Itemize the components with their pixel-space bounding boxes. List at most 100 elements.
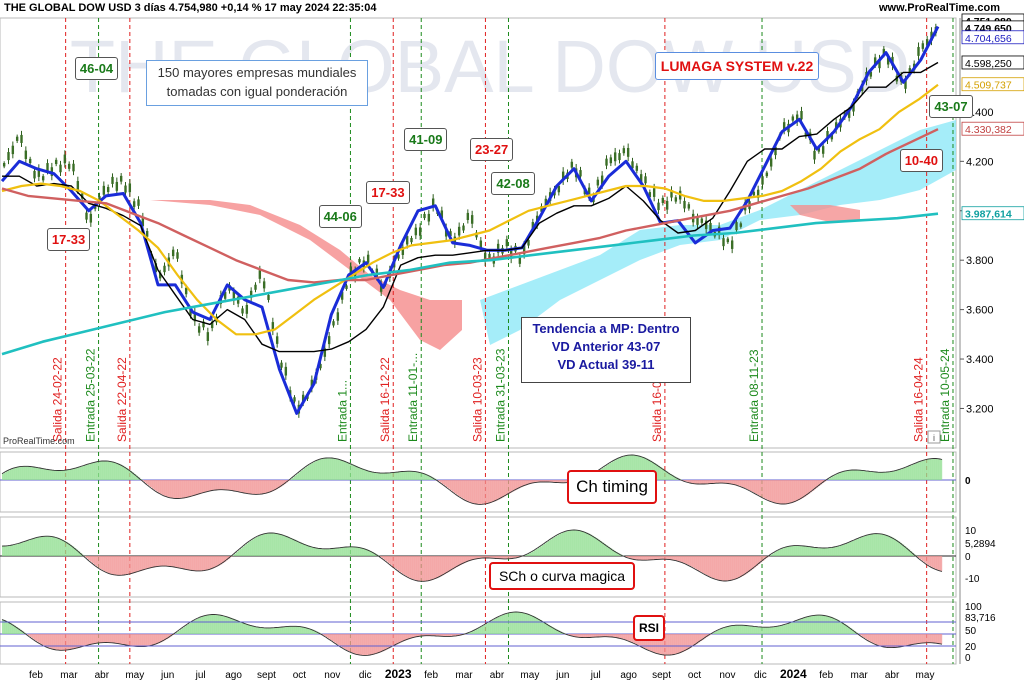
- indicator-fill-2: [386, 634, 389, 650]
- indicator-fill-1: [844, 544, 847, 556]
- indicator-fill-2: [308, 628, 311, 634]
- indicator-fill-1: [628, 556, 631, 558]
- indicator-fill-2: [30, 634, 33, 638]
- indicator-fill-2: [554, 628, 557, 634]
- indicator-fill-0: [724, 480, 727, 484]
- branding: ProRealTime.com: [3, 436, 75, 446]
- indicator-fill-2: [260, 627, 263, 634]
- candle-body: [111, 176, 114, 184]
- candle-body: [804, 132, 808, 137]
- indicator-fill-1: [842, 544, 845, 556]
- indicator-fill-0: [148, 480, 151, 486]
- indicator-fill-0: [936, 458, 939, 480]
- candle-body: [813, 150, 816, 160]
- candle-body: [670, 190, 673, 198]
- indicator-fill-1: [108, 556, 111, 574]
- indicator-fill-0: [454, 480, 457, 494]
- indicator-fill-1: [812, 547, 815, 556]
- indicator-fill-0: [214, 480, 217, 491]
- indicator-fill-2: [684, 634, 687, 651]
- indicator-fill-1: [898, 541, 901, 556]
- indicator-fill-0: [56, 470, 59, 480]
- indicator-fill-1: [262, 534, 265, 556]
- indicator-fill-2: [732, 625, 735, 634]
- price-tick-2: 3.600: [966, 305, 994, 317]
- indicator-fill-1: [728, 556, 731, 581]
- indicator-fill-2: [104, 634, 107, 643]
- indicator-fill-0: [120, 464, 123, 480]
- indicator-fill-2: [372, 634, 375, 655]
- indicator-fill-0: [166, 480, 169, 497]
- indicator-fill-2: [344, 634, 347, 650]
- indicator-fill-0: [740, 480, 743, 487]
- indicator-fill-1: [438, 556, 441, 578]
- indicator-fill-2: [540, 620, 543, 634]
- candle-body: [635, 165, 639, 171]
- indicator-fill-0: [132, 472, 135, 480]
- indicator-fill-0: [218, 480, 221, 490]
- indicator-fill-1: [838, 546, 841, 556]
- indicator-fill-2: [402, 634, 405, 642]
- indicator-fill-1: [330, 548, 333, 556]
- indicator-fill-2: [244, 623, 247, 634]
- vd-label-7: 10-40: [899, 149, 943, 173]
- indicator-fill-2: [390, 634, 393, 648]
- indicator-fill-2: [742, 625, 745, 634]
- indicator-fill-1: [472, 556, 475, 560]
- indicator-fill-0: [506, 480, 509, 495]
- candle-body: [349, 266, 353, 275]
- indicator-fill-0: [212, 480, 215, 491]
- indicator-fill-0: [60, 470, 63, 480]
- indicator-fill-2: [420, 634, 423, 637]
- indicator-fill-1: [316, 547, 319, 556]
- indicator-fill-2: [494, 618, 497, 634]
- indicator-fill-1: [28, 540, 31, 556]
- indicator-fill-2: [360, 634, 363, 656]
- indicator-fill-2: [538, 618, 541, 634]
- indicator-fill-2: [516, 612, 519, 634]
- rsi-label: RSI: [633, 615, 665, 641]
- indicator-fill-0: [278, 480, 281, 488]
- indicator-fill-2: [898, 634, 901, 648]
- indicator-fill-2: [902, 634, 905, 647]
- indicator-fill-2: [488, 622, 491, 634]
- indicator-fill-2: [910, 634, 913, 646]
- indicator-fill-2: [648, 634, 651, 651]
- price-label-2: 4.704,656: [965, 33, 1012, 45]
- candle-body: [496, 243, 500, 253]
- indicator-fill-2: [922, 634, 925, 644]
- indicator-fill-0: [682, 480, 685, 481]
- candle-body: [267, 294, 270, 300]
- info-icon[interactable]: i: [927, 430, 941, 444]
- candle-body: [735, 222, 738, 231]
- indicator-fill-0: [940, 459, 943, 480]
- indicator-fill-2: [242, 622, 245, 634]
- indicator-fill-0: [22, 466, 25, 480]
- candle-body: [37, 168, 41, 177]
- indicator-fill-1: [650, 556, 653, 560]
- indicator-fill-0: [368, 470, 371, 480]
- indicator-fill-2: [682, 634, 685, 652]
- source-link[interactable]: www.ProRealTime.com: [878, 2, 1000, 14]
- indicator-fill-1: [694, 556, 697, 569]
- indicator-fill-1: [208, 556, 211, 570]
- candle-body: [271, 322, 275, 331]
- indicator-fill-0: [332, 458, 335, 480]
- indicator-fill-1: [552, 537, 555, 556]
- indicator-fill-2: [418, 634, 421, 637]
- indicator-tick-2-3: 20: [965, 642, 977, 653]
- chart-header: THE GLOBAL DOW USD 3 días 4.754,980 +0,1…: [0, 0, 1024, 16]
- indicator-fill-0: [178, 480, 181, 499]
- indicator-fill-1: [454, 556, 457, 569]
- indicator-fill-2: [536, 617, 539, 634]
- indicator-fill-2: [382, 634, 385, 652]
- indicator-fill-1: [94, 556, 97, 565]
- indicator-fill-2: [450, 634, 453, 637]
- indicator-fill-2: [126, 634, 129, 645]
- indicator-fill-2: [674, 634, 677, 655]
- indicator-fill-0: [304, 467, 307, 480]
- indicator-tick-1-1: 5,2894: [965, 539, 996, 550]
- indicator-fill-1: [20, 542, 23, 556]
- indicator-fill-0: [192, 480, 195, 497]
- indicator-fill-0: [226, 480, 229, 490]
